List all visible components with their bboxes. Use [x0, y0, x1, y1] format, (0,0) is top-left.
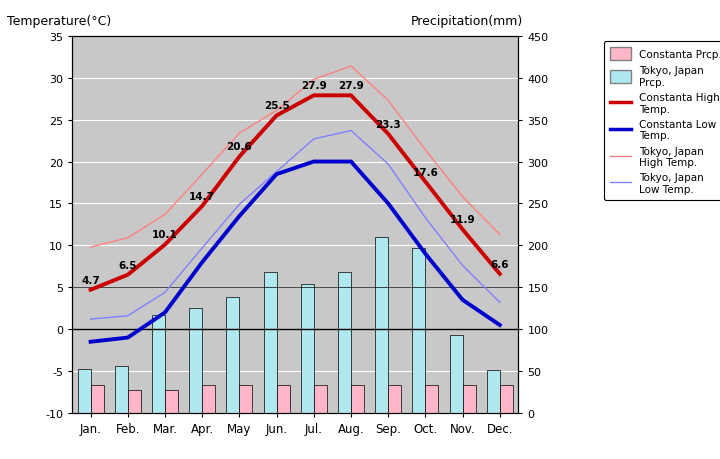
Bar — [189, 308, 202, 413]
Text: 6.5: 6.5 — [119, 260, 137, 270]
Bar — [413, 248, 426, 413]
Text: 25.5: 25.5 — [264, 101, 289, 111]
Bar — [388, 385, 401, 413]
Text: Temperature(°C): Temperature(°C) — [7, 15, 112, 28]
Bar — [91, 385, 104, 413]
Text: 10.1: 10.1 — [152, 230, 178, 240]
Text: 23.3: 23.3 — [375, 120, 401, 129]
Text: Precipitation(mm): Precipitation(mm) — [410, 15, 523, 28]
Bar — [301, 284, 314, 413]
Bar — [152, 315, 165, 413]
Text: 4.7: 4.7 — [81, 275, 100, 285]
Bar — [351, 385, 364, 413]
Text: 20.6: 20.6 — [227, 142, 252, 152]
Bar — [128, 390, 141, 413]
Bar — [264, 273, 276, 413]
Bar — [239, 385, 253, 413]
Bar — [375, 237, 388, 413]
Legend: Constanta Prcp., Tokyo, Japan
Prcp., Constanta High
Temp., Constanta Low
Temp., : Constanta Prcp., Tokyo, Japan Prcp., Con… — [604, 42, 720, 201]
Bar — [500, 385, 513, 413]
Text: 27.9: 27.9 — [301, 81, 327, 91]
Bar — [314, 385, 327, 413]
Bar — [462, 385, 476, 413]
Bar — [226, 298, 239, 413]
Text: 11.9: 11.9 — [450, 215, 475, 225]
Text: 14.7: 14.7 — [189, 191, 215, 202]
Bar — [276, 385, 289, 413]
Bar — [338, 273, 351, 413]
Bar — [449, 336, 462, 413]
Text: 27.9: 27.9 — [338, 81, 364, 91]
Bar — [78, 369, 91, 413]
Bar — [202, 385, 215, 413]
Text: 17.6: 17.6 — [413, 167, 438, 177]
Bar — [426, 385, 438, 413]
Bar — [165, 390, 178, 413]
Bar — [114, 366, 128, 413]
Bar — [487, 370, 500, 413]
Text: 6.6: 6.6 — [490, 259, 509, 269]
